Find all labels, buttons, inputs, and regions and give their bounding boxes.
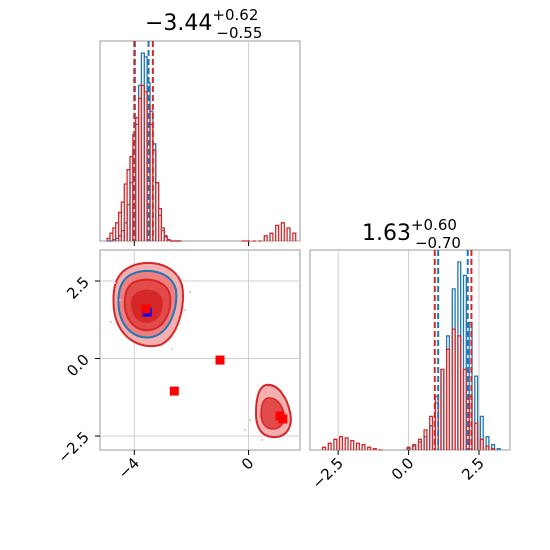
right-title-value: 1.63 bbox=[362, 221, 411, 246]
joint-marker bbox=[215, 355, 225, 365]
right-histogram-quantile-lines bbox=[433, 250, 473, 450]
joint-x-tick-label: 0 bbox=[238, 454, 257, 473]
joint-x-tick-label: −4 bbox=[115, 454, 143, 482]
joint-y-tick-label: −2.5 bbox=[54, 428, 92, 466]
top-histogram-series bbox=[106, 52, 297, 242]
top-histogram-panel: −3.44+0.62 −0.55 bbox=[99, 6, 301, 246]
joint-marker bbox=[169, 386, 179, 396]
joint-scatter-points bbox=[110, 274, 263, 441]
right-x-tick-label: 2.5 bbox=[458, 454, 488, 484]
top-title-sup: +0.62 bbox=[212, 6, 258, 24]
right-title-sup: +0.60 bbox=[411, 216, 457, 234]
top-title-value: −3.44 bbox=[145, 11, 212, 36]
right-histogram-title: 1.63+0.60 −0.70 bbox=[362, 216, 461, 252]
top-histogram-quantile-lines bbox=[133, 41, 154, 241]
right-histogram-panel: −2.5 0.0 2.5 1.63+0.60 −0.70 bbox=[309, 216, 511, 493]
joint-frame bbox=[99, 249, 301, 451]
top-title-sub: −0.55 bbox=[216, 24, 262, 42]
contour-inner-red-lower bbox=[260, 397, 285, 430]
joint-y-tick-label: 2.5 bbox=[63, 273, 93, 303]
right-x-tick-label: 0.0 bbox=[388, 454, 418, 484]
joint-y-ticks: 2.5 0.0 −2.5 bbox=[54, 273, 100, 467]
top-histogram-grid bbox=[133, 41, 250, 246]
right-histogram-series bbox=[322, 261, 501, 451]
joint-marker bbox=[278, 414, 288, 424]
histogram-series-1 bbox=[322, 328, 496, 451]
joint-y-tick-label: 0.0 bbox=[63, 351, 93, 381]
right-x-tick-label: −2.5 bbox=[309, 454, 347, 492]
right-title-sub: −0.70 bbox=[415, 234, 461, 252]
joint-contours bbox=[112, 261, 292, 439]
joint-panel: −4 0 2.5 0.0 −2.5 bbox=[54, 249, 301, 482]
histogram-series-1 bbox=[106, 84, 297, 242]
joint-x-ticks: −4 0 bbox=[115, 450, 257, 482]
joint-markers bbox=[141, 304, 288, 424]
top-histogram-title: −3.44+0.62 −0.55 bbox=[145, 6, 262, 42]
right-histogram-grid bbox=[337, 250, 480, 450]
joint-marker bbox=[141, 304, 151, 314]
right-histogram-x-ticks: −2.5 0.0 2.5 bbox=[309, 450, 488, 493]
histogram-series-0 bbox=[406, 261, 501, 450]
top-histogram-frame bbox=[99, 40, 301, 242]
